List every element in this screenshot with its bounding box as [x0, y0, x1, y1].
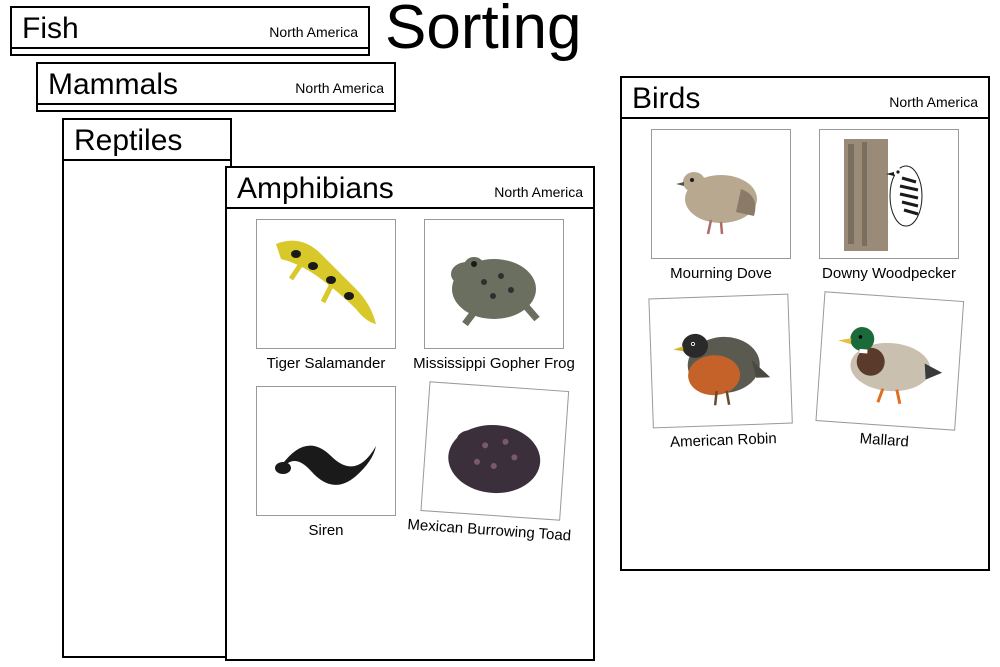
- card-label: Siren: [308, 522, 343, 539]
- sheet-header: Reptiles: [64, 120, 230, 161]
- card-label: American Robin: [670, 430, 777, 451]
- sheet-subtitle: North America: [494, 184, 583, 205]
- sheet-birds: Birds North America Mourning Dove: [620, 76, 990, 571]
- card-label: Mississippi Gopher Frog: [413, 355, 575, 372]
- sheet-fish: Fish North America: [10, 6, 370, 56]
- woodpecker-icon: [819, 129, 959, 259]
- sheet-subtitle: North America: [889, 94, 978, 115]
- animal-card: Mexican Burrowing Toad: [415, 381, 573, 544]
- sheet-subtitle: North America: [295, 80, 384, 101]
- robin-icon: [648, 294, 792, 429]
- sheet-amphibians: Amphibians North America Tiger Salamande…: [225, 166, 595, 661]
- frog-icon: [424, 219, 564, 349]
- dove-icon: [651, 129, 791, 259]
- sheet-title: Reptiles: [74, 124, 182, 157]
- animal-card: Mallard: [810, 291, 968, 454]
- sheet-title: Mammals: [48, 68, 178, 101]
- animal-card: American Robin: [644, 293, 797, 451]
- toad-icon: [420, 381, 569, 520]
- card-label: Mallard: [859, 430, 909, 450]
- sheet-title: Birds: [632, 82, 700, 115]
- sheet-body: Tiger Salamander Mississippi Gopher Frog: [227, 209, 593, 549]
- card-label: Downy Woodpecker: [822, 265, 956, 282]
- salamander-icon: [256, 219, 396, 349]
- page-title: Sorting: [385, 0, 581, 63]
- sheet-header: Mammals North America: [38, 64, 394, 105]
- sheet-header: Fish North America: [12, 8, 368, 49]
- card-label: Mexican Burrowing Toad: [407, 516, 572, 544]
- animal-card: Mourning Dove: [647, 129, 795, 282]
- siren-icon: [256, 386, 396, 516]
- sheet-title: Amphibians: [237, 172, 394, 205]
- animal-card: Downy Woodpecker: [815, 129, 963, 282]
- animal-card: Tiger Salamander: [252, 219, 400, 372]
- animal-card: Siren: [252, 386, 400, 539]
- sheet-mammals: Mammals North America: [36, 62, 396, 112]
- sheet-title: Fish: [22, 12, 79, 45]
- animal-card: Mississippi Gopher Frog: [420, 219, 568, 372]
- sheet-subtitle: North America: [269, 24, 358, 45]
- mallard-icon: [815, 291, 964, 430]
- sheet-body: Mourning Dove Downy Woodpecker: [622, 119, 988, 459]
- sheet-header: Birds North America: [622, 78, 988, 119]
- card-label: Tiger Salamander: [267, 355, 386, 372]
- sheet-reptiles: Reptiles: [62, 118, 232, 658]
- card-label: Mourning Dove: [670, 265, 772, 282]
- sheet-header: Amphibians North America: [227, 168, 593, 209]
